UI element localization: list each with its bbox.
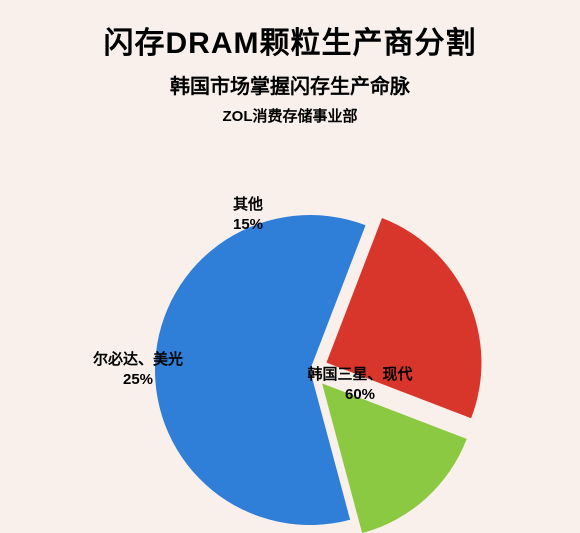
- pie-label-elpida_micron: 尔必达、美光25%: [93, 350, 183, 391]
- page-root: 闪存DRAM颗粒生产商分割 韩国市场掌握闪存生产命脉 ZOL消费存储事业部 韩国…: [0, 0, 580, 533]
- pie-label-name: 韩国三星、现代: [307, 365, 412, 385]
- pie-label-value: 60%: [307, 385, 412, 405]
- pie-label-others: 其他15%: [233, 195, 263, 236]
- pie-label-samsung_hyundai: 韩国三星、现代60%: [307, 365, 412, 406]
- pie-label-value: 25%: [93, 370, 183, 390]
- pie-label-name: 尔必达、美光: [93, 350, 183, 370]
- pie-label-name: 其他: [233, 195, 263, 215]
- pie-svg: [0, 0, 580, 533]
- pie-chart: 韩国三星、现代60% 尔必达、美光25% 其他15%: [0, 0, 580, 533]
- pie-label-value: 15%: [233, 215, 263, 235]
